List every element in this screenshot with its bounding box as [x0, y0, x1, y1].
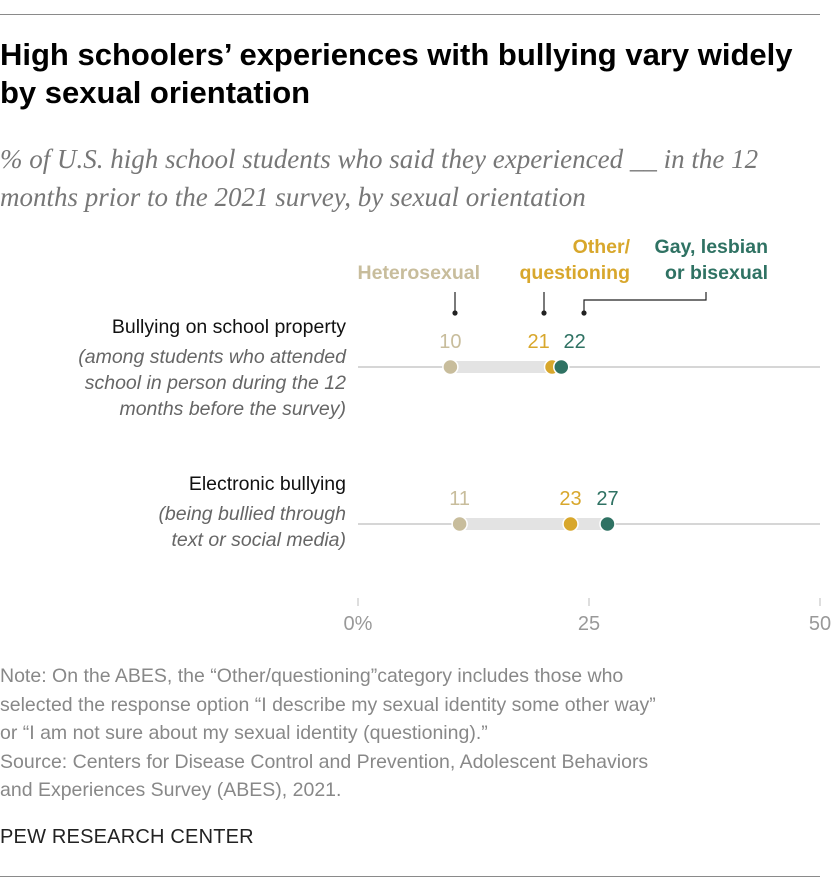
value-label-other: 23: [559, 488, 581, 510]
value-label-glb: 27: [596, 488, 618, 510]
value-label-other: 21: [528, 331, 550, 353]
row-label: Bullying on school property: [112, 316, 346, 338]
dot-glb: [554, 360, 569, 375]
x-tick-label: 0%: [344, 613, 373, 635]
x-tick-label: 50: [809, 613, 831, 635]
row-label: Electronic bullying: [189, 473, 346, 495]
value-label-heterosexual: 10: [439, 331, 461, 353]
row-sublabel: (being bullied through: [158, 503, 346, 525]
legend-label-glb: or bisexual: [665, 262, 768, 284]
brand-name: PEW RESEARCH CENTER: [0, 826, 254, 849]
x-tick-label: 25: [578, 613, 600, 635]
range-band: [460, 518, 608, 530]
legend-label-other: Other/: [573, 236, 631, 258]
legend-label-heterosexual: Heterosexual: [358, 262, 480, 284]
notes-block: Note: On the ABES, the “Other/questionin…: [0, 662, 820, 805]
source-line-2: and Experiences Survey (ABES), 2021.: [0, 776, 820, 805]
source-line-1: Source: Centers for Disease Control and …: [0, 748, 820, 777]
legend-connector-dot-glb: [581, 310, 586, 315]
legend-label-other: questioning: [520, 262, 631, 284]
dot-heterosexual: [443, 360, 458, 375]
note-line-3: or “I am not sure about my sexual identi…: [0, 719, 820, 748]
dot-chart: 0% 25 50 Heterosexual Other/questioning Gay, …: [0, 0, 840, 650]
dot-other: [563, 517, 578, 532]
row-sublabel: months before the survey): [119, 398, 346, 420]
legend-label-glb: Gay, lesbian: [655, 236, 768, 258]
value-label-glb: 22: [564, 331, 586, 353]
dot-glb: [600, 517, 615, 532]
legend-connector-dot-heterosexual: [452, 310, 457, 315]
legend-connector-glb: [584, 292, 706, 313]
bottom-rule: [0, 876, 820, 877]
note-line-1: Note: On the ABES, the “Other/questionin…: [0, 662, 820, 691]
row-sublabel: (among students who attended: [78, 346, 347, 368]
value-label-heterosexual: 11: [449, 488, 470, 510]
legend-connector-dot-other: [541, 310, 546, 315]
dot-heterosexual: [452, 517, 467, 532]
row-sublabel: text or social media): [172, 529, 346, 551]
note-line-2: selected the response option “I describe…: [0, 691, 820, 720]
row-sublabel: school in person during the 12: [85, 372, 346, 394]
